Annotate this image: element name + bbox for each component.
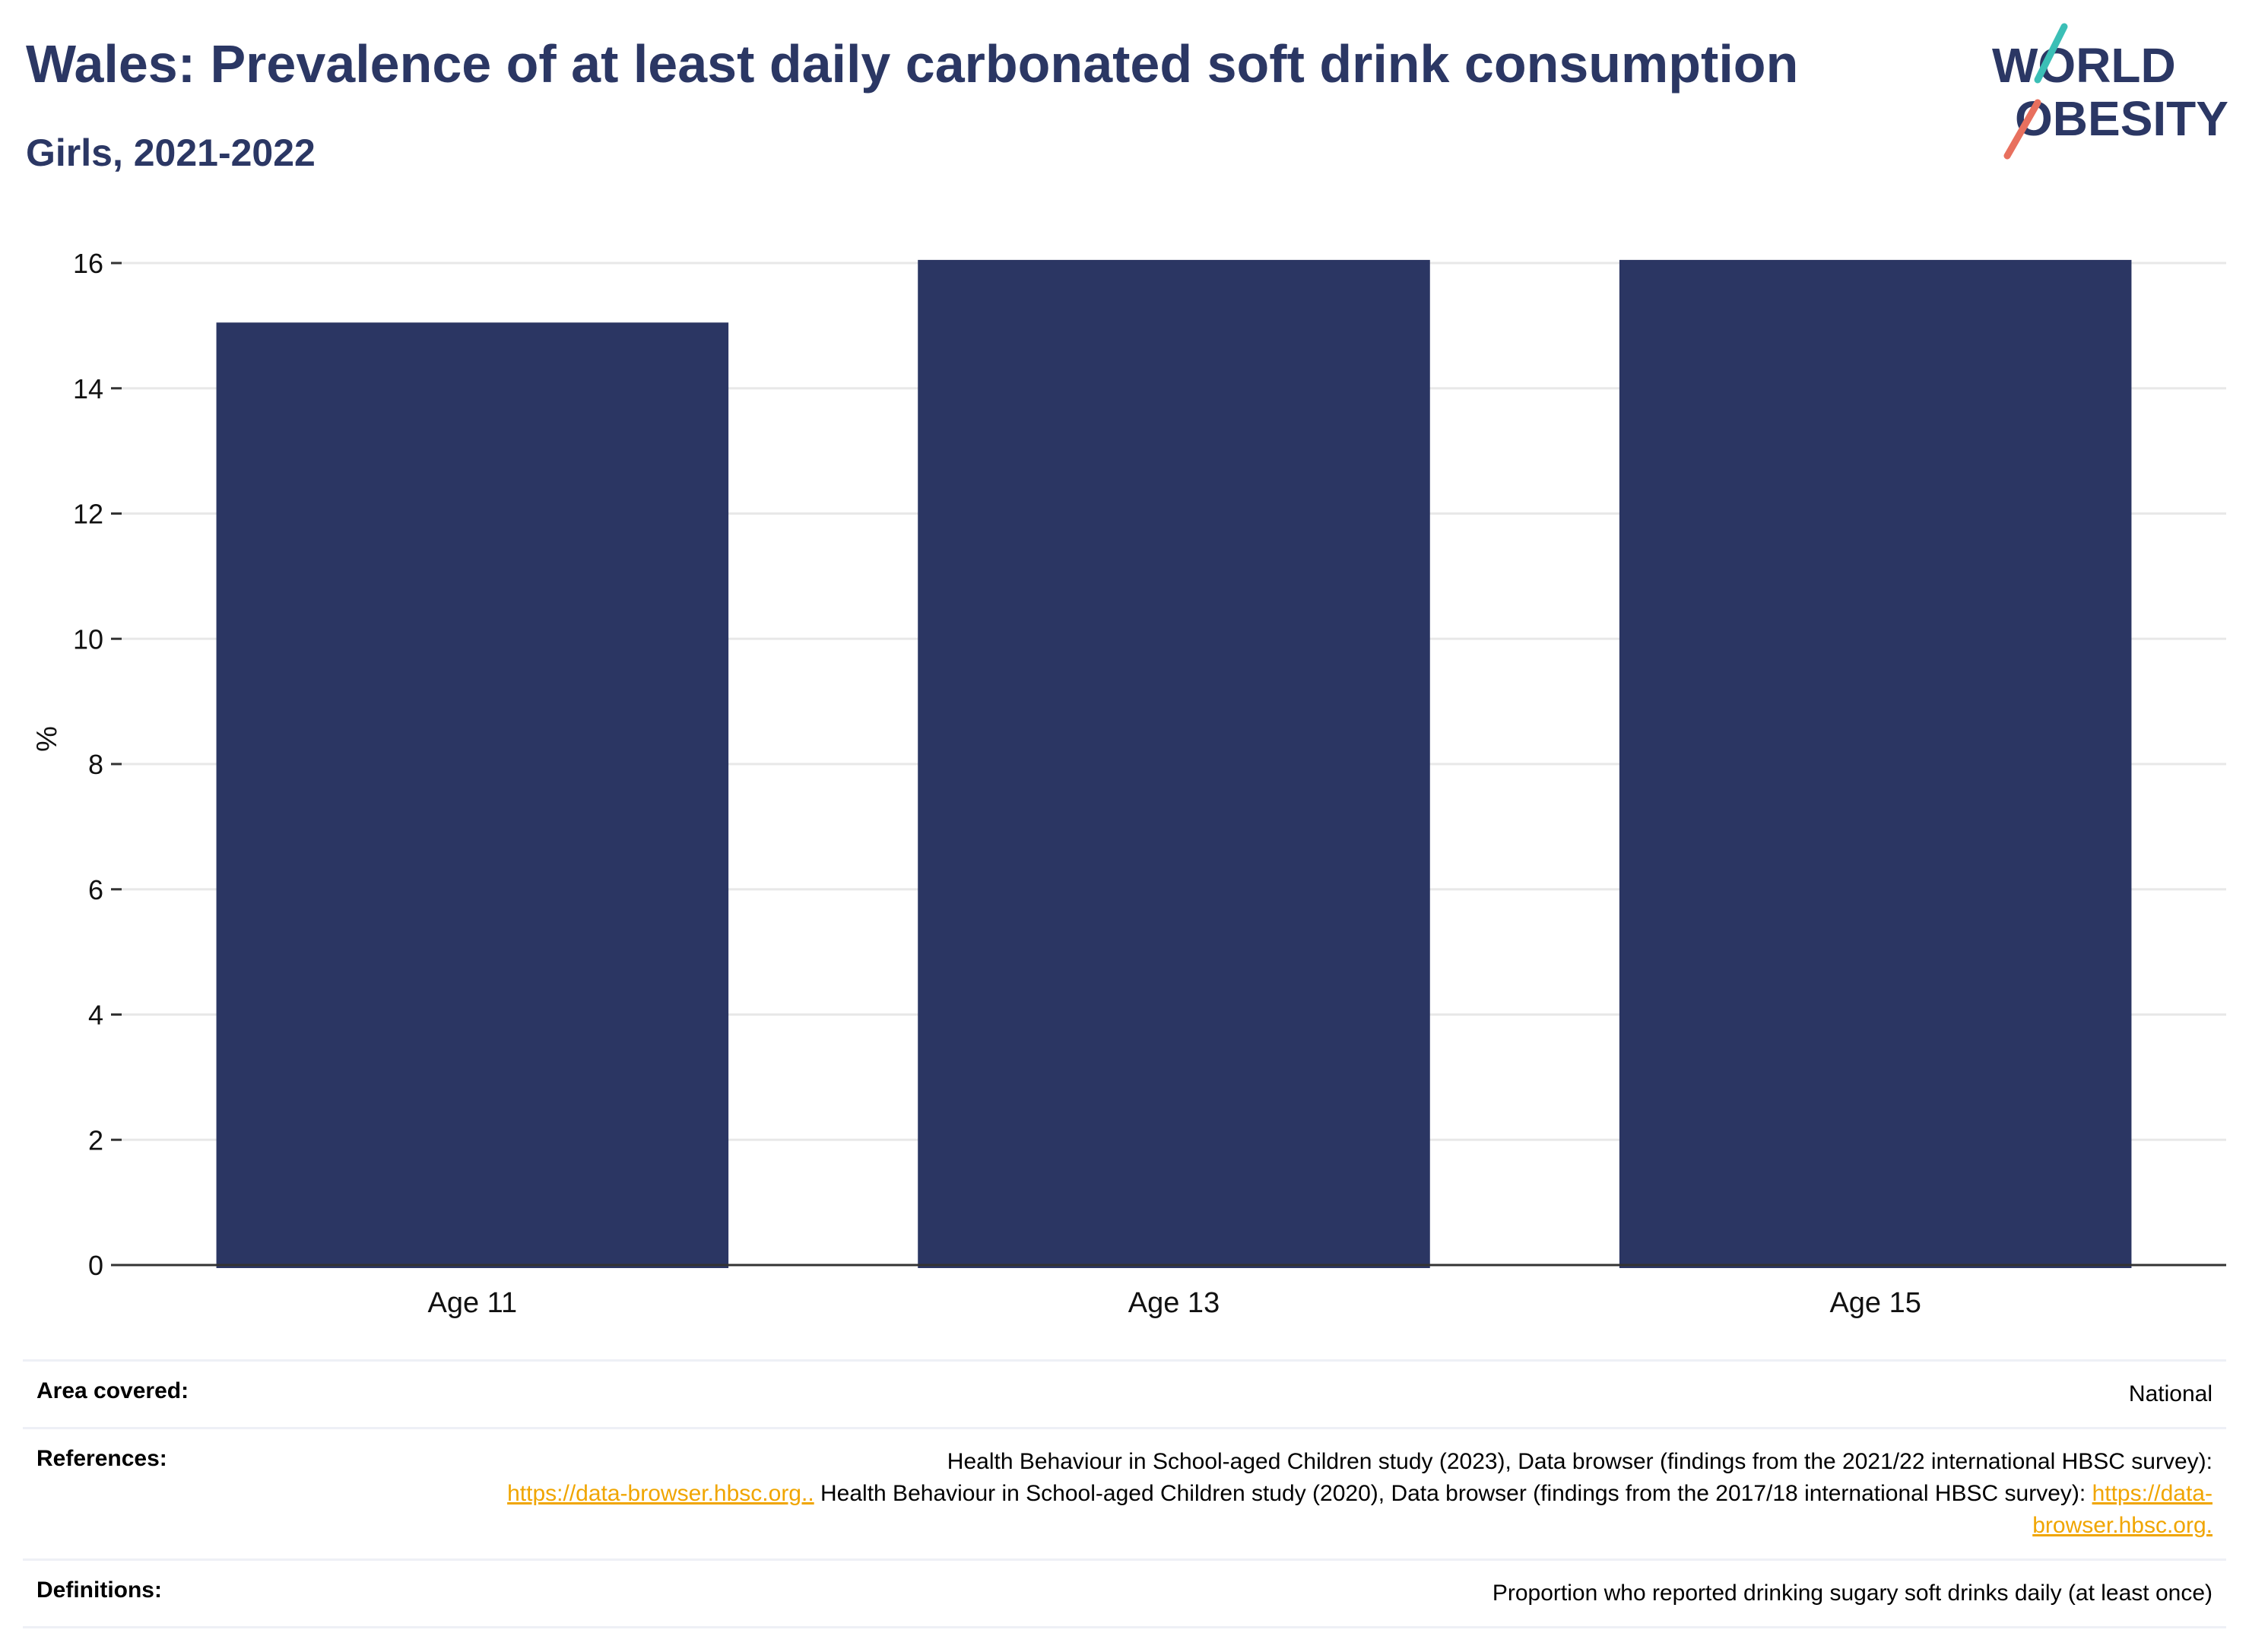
references-row: References: Health Behaviour in School-a… — [23, 1427, 2226, 1558]
references-value: Health Behaviour in School-aged Children… — [341, 1446, 2213, 1542]
y-tick-label: 0 — [88, 1250, 103, 1281]
y-tick-label: 16 — [73, 248, 103, 279]
bar-chart: 0 2 4 6 8 10 12 14 16 Age 11 Age 13 Age 15 % — [31, 248, 2226, 1319]
x-tick-label: Age 13 — [1128, 1287, 1220, 1319]
chart-subtitle: Girls, 2021-2022 — [26, 132, 316, 174]
references-label: References: — [36, 1446, 167, 1471]
bars — [216, 259, 2132, 1269]
logo-line1: WORLD — [1992, 38, 2176, 93]
y-tick-label: 14 — [73, 373, 103, 404]
definitions-label: Definitions: — [36, 1577, 162, 1603]
y-tick-label: 2 — [88, 1124, 103, 1156]
y-tick-label: 4 — [88, 1000, 103, 1031]
y-tick-label: 12 — [73, 499, 103, 530]
definitions-value: Proportion who reported drinking sugary … — [1492, 1581, 2213, 1606]
y-tick-label: 8 — [88, 749, 103, 780]
y-tick-label: 10 — [73, 623, 103, 655]
axes: 0 2 4 6 8 10 12 14 16 Age 11 Age 13 Age 15 — [73, 248, 2226, 1319]
bar-age-11[interactable] — [216, 322, 729, 1269]
reference-link-2[interactable]: https://data-browser.hbsc.org. — [2032, 1481, 2213, 1538]
y-axis-label: % — [31, 726, 63, 752]
area-label: Area covered: — [36, 1378, 189, 1403]
logo-slash-coral — [2003, 99, 2041, 160]
logo-line2: OBESITY — [2015, 91, 2228, 146]
area-value: National — [2128, 1381, 2213, 1406]
y-tick-label: 6 — [88, 874, 103, 905]
reference-text-1: Health Behaviour in School-aged Children… — [947, 1449, 2213, 1474]
definitions-row: Definitions: Proportion who reported dri… — [23, 1558, 2226, 1628]
metadata-table: Area covered: National References: Healt… — [23, 1359, 2226, 1628]
reference-link-1[interactable]: https://data-browser.hbsc.org.. — [507, 1481, 814, 1506]
bar-age-13[interactable] — [918, 259, 1430, 1269]
reference-text-2: Health Behaviour in School-aged Children… — [814, 1481, 2092, 1506]
x-tick-label: Age 11 — [428, 1287, 518, 1319]
logo-slash-teal — [2034, 23, 2068, 84]
bar-age-15[interactable] — [1619, 259, 2132, 1269]
chart-title: Wales: Prevalence of at least daily carb… — [26, 34, 1799, 94]
area-row: Area covered: National — [23, 1359, 2226, 1427]
world-obesity-logo: WORLD OBESITY — [1992, 23, 2228, 160]
x-tick-label: Age 15 — [1829, 1287, 1921, 1319]
